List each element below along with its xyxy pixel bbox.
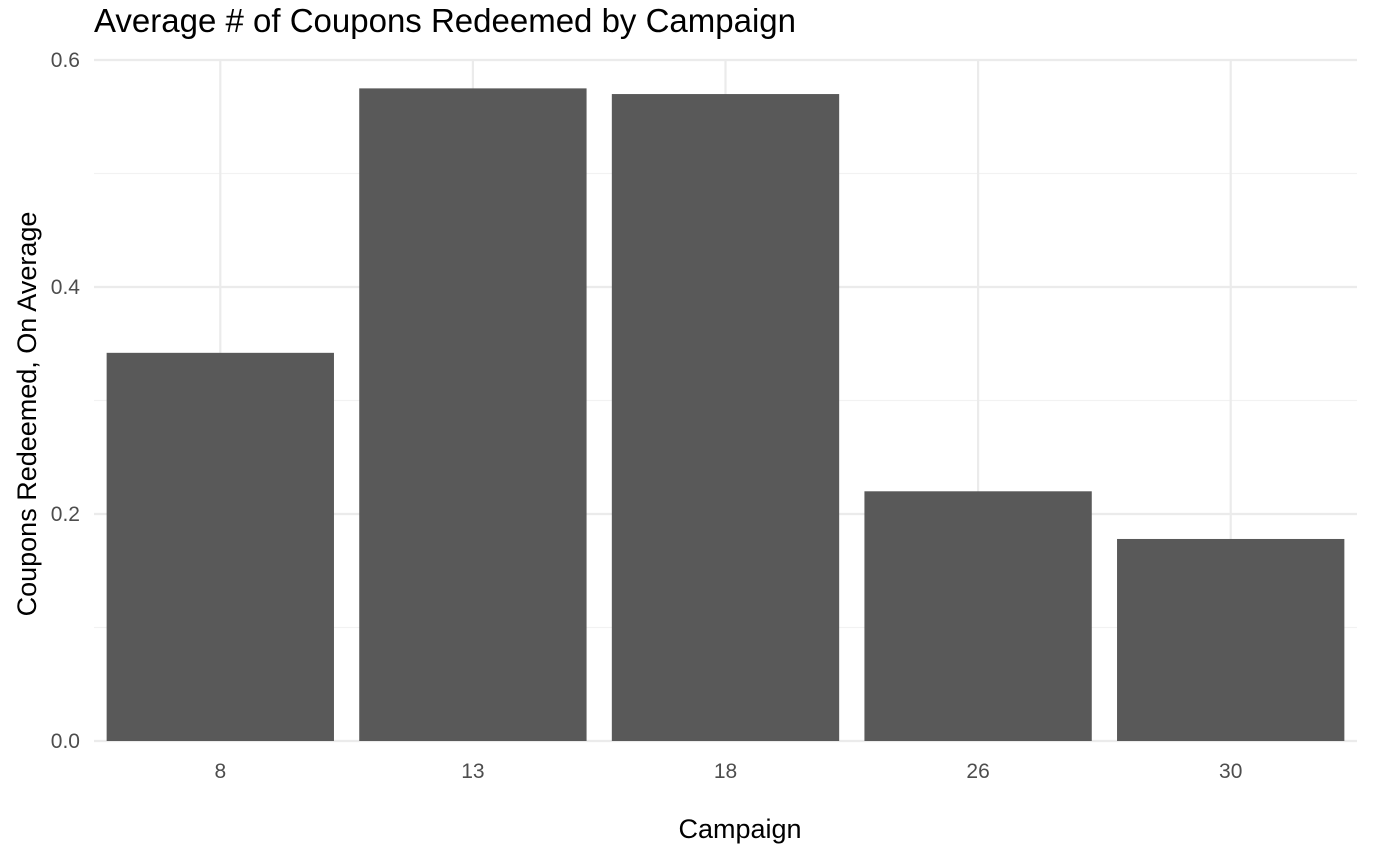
x-tick-label: 13 bbox=[461, 760, 484, 783]
x-axis-ticks: 8 13 18 26 30 bbox=[214, 760, 1242, 783]
y-tick-label: 0.4 bbox=[51, 276, 81, 299]
chart-title: Average # of Coupons Redeemed by Campaig… bbox=[94, 2, 796, 39]
y-tick-label: 0.2 bbox=[51, 503, 80, 526]
x-tick-label: 8 bbox=[214, 760, 226, 783]
x-tick-label: 18 bbox=[714, 760, 737, 783]
bar-campaign-13 bbox=[359, 88, 587, 741]
bar-campaign-26 bbox=[864, 491, 1092, 741]
bar-campaign-8 bbox=[106, 352, 334, 741]
y-axis-ticks: 0.0 0.2 0.4 0.6 bbox=[51, 49, 81, 753]
x-tick-label: 26 bbox=[966, 760, 989, 783]
bars bbox=[106, 88, 1345, 742]
x-axis-title: Campaign bbox=[678, 814, 801, 844]
x-tick-label: 30 bbox=[1219, 760, 1242, 783]
y-tick-label: 0.6 bbox=[51, 49, 80, 72]
y-axis-title: Coupons Redeemed, On Average bbox=[12, 212, 42, 617]
y-tick-label: 0.0 bbox=[51, 730, 80, 753]
bar-campaign-18 bbox=[611, 94, 840, 742]
bar-campaign-30 bbox=[1117, 538, 1345, 741]
